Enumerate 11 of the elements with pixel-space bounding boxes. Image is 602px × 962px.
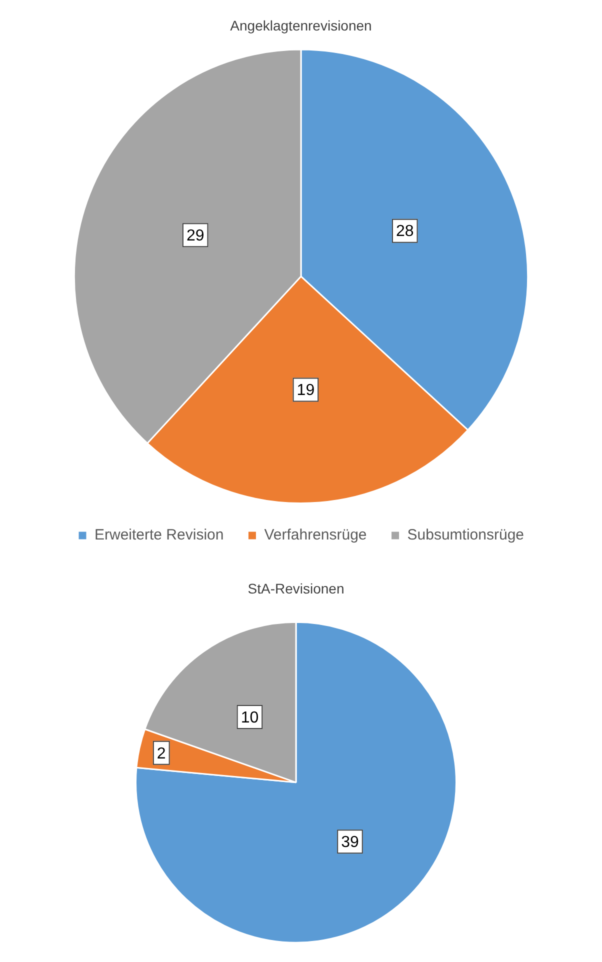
legend-label: Verfahrensrüge: [264, 526, 367, 544]
chart-title: StA-Revisionen: [248, 580, 344, 596]
data-label: 28: [396, 223, 414, 240]
data-label: 10: [240, 709, 259, 726]
chart-title: Angeklagtenrevisionen: [230, 17, 372, 34]
legend-label: Subsumtionsrüge: [407, 526, 524, 544]
data-label: 19: [296, 382, 315, 400]
legend-label: Erweiterte Revision: [94, 526, 224, 544]
data-label: 39: [341, 834, 359, 852]
data-label: 29: [186, 228, 204, 245]
data-label: 2: [156, 745, 166, 762]
